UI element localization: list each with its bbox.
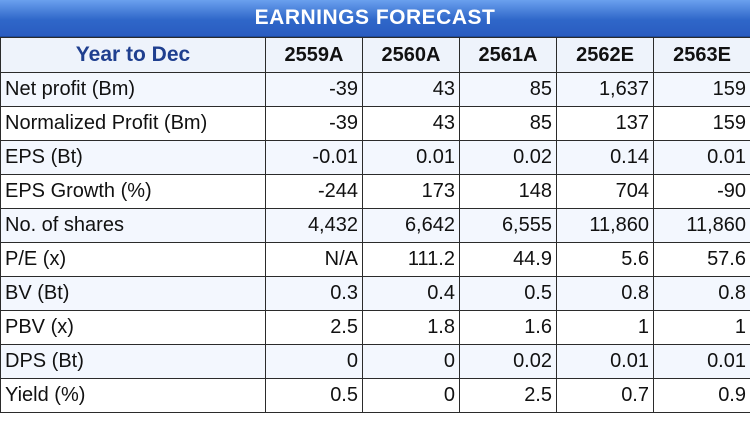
row-value: 6,555 bbox=[459, 208, 557, 243]
row-value: 0.7 bbox=[556, 378, 654, 413]
row-value: 111.2 bbox=[362, 242, 460, 277]
row-value: 159 bbox=[653, 72, 750, 107]
row-value: 0.02 bbox=[459, 344, 557, 379]
row-value: 0.4 bbox=[362, 276, 460, 311]
row-value: 11,860 bbox=[556, 208, 654, 243]
row-value: 148 bbox=[459, 174, 557, 209]
row-value: -0.01 bbox=[265, 140, 363, 175]
row-value: 159 bbox=[653, 106, 750, 141]
header-year: 2560A bbox=[362, 37, 460, 73]
row-value: 1.8 bbox=[362, 310, 460, 345]
row-value: -90 bbox=[653, 174, 750, 209]
row-label: PBV (x) bbox=[0, 310, 266, 345]
table-row: EPS (Bt) -0.01 0.01 0.02 0.14 0.01 bbox=[0, 140, 750, 175]
row-value: 43 bbox=[362, 72, 460, 107]
header-year: 2562E bbox=[556, 37, 654, 73]
row-value: 0.01 bbox=[556, 344, 654, 379]
table-row: PBV (x) 2.5 1.8 1.6 1 1 bbox=[0, 310, 750, 345]
row-value: 0.14 bbox=[556, 140, 654, 175]
header-year: 2563E bbox=[653, 37, 750, 73]
row-label: BV (Bt) bbox=[0, 276, 266, 311]
row-value: N/A bbox=[265, 242, 363, 277]
row-value: 1 bbox=[556, 310, 654, 345]
row-value: 11,860 bbox=[653, 208, 750, 243]
row-value: 704 bbox=[556, 174, 654, 209]
row-value: 0.5 bbox=[459, 276, 557, 311]
header-label: Year to Dec bbox=[0, 37, 266, 73]
row-value: 0.01 bbox=[653, 140, 750, 175]
table-row: No. of shares 4,432 6,642 6,555 11,860 11,860 bbox=[0, 208, 750, 243]
row-value: 0 bbox=[362, 378, 460, 413]
row-label: EPS (Bt) bbox=[0, 140, 266, 175]
row-value: 0 bbox=[265, 344, 363, 379]
row-label: Yield (%) bbox=[0, 378, 266, 413]
row-value: 0.8 bbox=[653, 276, 750, 311]
row-value: 4,432 bbox=[265, 208, 363, 243]
row-value: 0.01 bbox=[653, 344, 750, 379]
row-value: 5.6 bbox=[556, 242, 654, 277]
row-value: 6,642 bbox=[362, 208, 460, 243]
row-value: 0.5 bbox=[265, 378, 363, 413]
table-row: EPS Growth (%) -244 173 148 704 -90 bbox=[0, 174, 750, 209]
table-row: DPS (Bt) 0 0 0.02 0.01 0.01 bbox=[0, 344, 750, 379]
row-value: 44.9 bbox=[459, 242, 557, 277]
row-label: DPS (Bt) bbox=[0, 344, 266, 379]
row-label: EPS Growth (%) bbox=[0, 174, 266, 209]
row-value: 0.02 bbox=[459, 140, 557, 175]
row-label: No. of shares bbox=[0, 208, 266, 243]
row-value: 1.6 bbox=[459, 310, 557, 345]
row-value: 173 bbox=[362, 174, 460, 209]
row-label: Net profit (Bm) bbox=[0, 72, 266, 107]
row-label: Normalized Profit (Bm) bbox=[0, 106, 266, 141]
table-row: Yield (%) 0.5 0 2.5 0.7 0.9 bbox=[0, 378, 750, 413]
header-row: Year to Dec 2559A 2560A 2561A 2562E 2563… bbox=[0, 37, 750, 73]
row-value: 85 bbox=[459, 106, 557, 141]
row-label: P/E (x) bbox=[0, 242, 266, 277]
row-value: 1,637 bbox=[556, 72, 654, 107]
row-value: 2.5 bbox=[459, 378, 557, 413]
table-row: Normalized Profit (Bm) -39 43 85 137 159 bbox=[0, 106, 750, 141]
table-row: P/E (x) N/A 111.2 44.9 5.6 57.6 bbox=[0, 242, 750, 277]
earnings-table: Year to Dec 2559A 2560A 2561A 2562E 2563… bbox=[0, 37, 750, 413]
row-value: 0 bbox=[362, 344, 460, 379]
row-value: 57.6 bbox=[653, 242, 750, 277]
row-value: 1 bbox=[653, 310, 750, 345]
row-value: 0.8 bbox=[556, 276, 654, 311]
row-value: 0.3 bbox=[265, 276, 363, 311]
row-value: 85 bbox=[459, 72, 557, 107]
table-title: EARNINGS FORECAST bbox=[0, 0, 750, 37]
table-row: Net profit (Bm) -39 43 85 1,637 159 bbox=[0, 72, 750, 107]
row-value: 0.01 bbox=[362, 140, 460, 175]
row-value: -244 bbox=[265, 174, 363, 209]
row-value: 0.9 bbox=[653, 378, 750, 413]
header-year: 2559A bbox=[265, 37, 363, 73]
header-year: 2561A bbox=[459, 37, 557, 73]
row-value: 2.5 bbox=[265, 310, 363, 345]
row-value: -39 bbox=[265, 72, 363, 107]
table-row: BV (Bt) 0.3 0.4 0.5 0.8 0.8 bbox=[0, 276, 750, 311]
row-value: -39 bbox=[265, 106, 363, 141]
row-value: 137 bbox=[556, 106, 654, 141]
row-value: 43 bbox=[362, 106, 460, 141]
